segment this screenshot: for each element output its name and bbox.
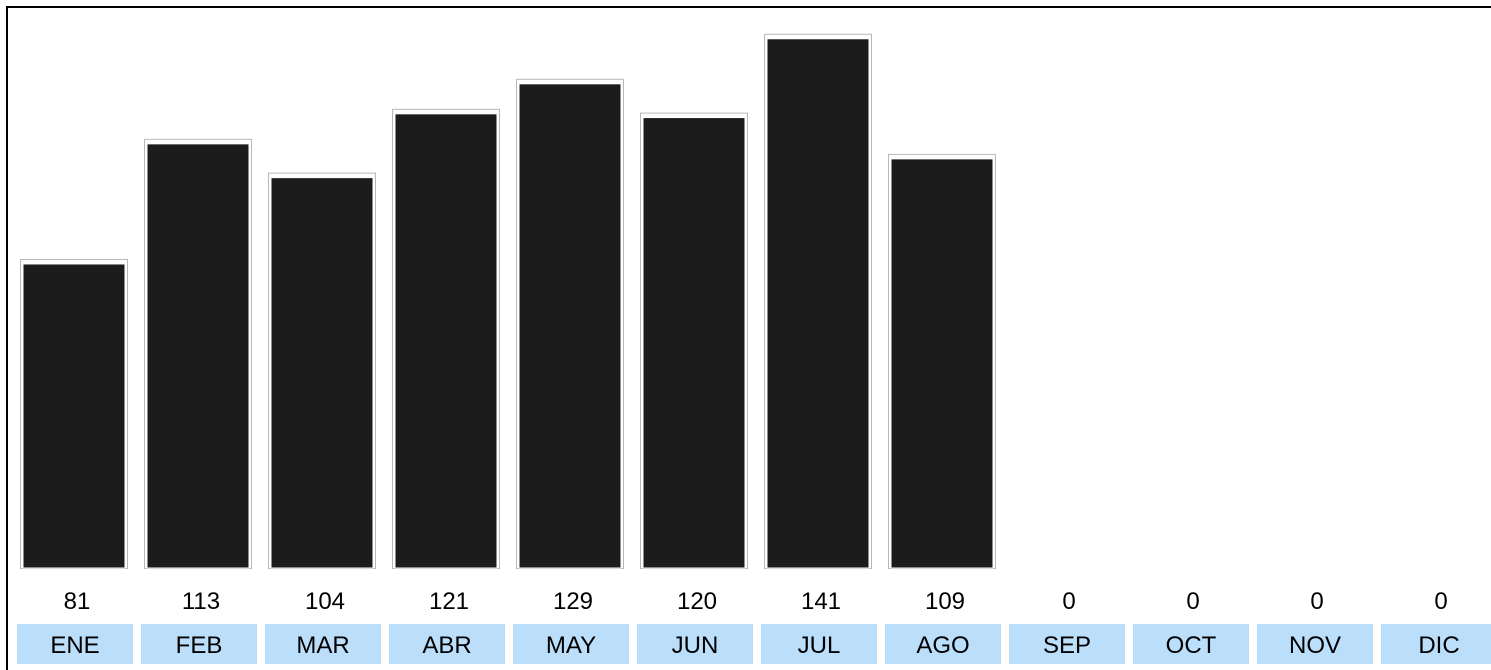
month-label-sep: SEP xyxy=(1043,632,1091,659)
value-label-jun: 120 xyxy=(677,588,717,615)
month-cell-dic xyxy=(1381,624,1491,664)
month-cell-mar xyxy=(265,624,381,664)
value-label-feb: 113 xyxy=(182,588,220,615)
value-label-abr: 121 xyxy=(429,588,469,615)
bar-mar[interactable] xyxy=(270,177,374,569)
month-cell-abr xyxy=(389,624,505,664)
month-cell-sep xyxy=(1009,624,1125,664)
value-label-nov: 0 xyxy=(1310,588,1323,615)
month-label-nov: NOV xyxy=(1289,632,1341,659)
month-cell-oct xyxy=(1133,624,1249,664)
bar-outline-mar xyxy=(268,172,376,569)
bar-abr[interactable] xyxy=(394,113,498,569)
month-label-jun: JUN xyxy=(672,632,719,659)
value-label-jul: 141 xyxy=(801,588,841,615)
month-label-feb: FEB xyxy=(176,632,223,659)
month-cells-group: ENE FEB MAR ABR MAY JUN JUL AGO SEP OCT NOV DIC xyxy=(17,624,1491,664)
month-label-jul: JUL xyxy=(798,632,841,659)
bar-may[interactable] xyxy=(518,83,622,569)
value-label-sep: 0 xyxy=(1062,588,1075,615)
value-label-dic: 0 xyxy=(1434,588,1447,615)
bar-feb[interactable] xyxy=(146,143,250,569)
month-label-ago: AGO xyxy=(916,632,969,659)
month-cell-may xyxy=(513,624,629,664)
bars-group xyxy=(20,33,996,570)
month-cell-jun xyxy=(637,624,753,664)
bar-jul[interactable] xyxy=(766,38,870,569)
month-cell-ene xyxy=(17,624,133,664)
month-label-abr: ABR xyxy=(422,632,471,659)
value-label-may: 129 xyxy=(553,588,593,615)
value-label-ago: 109 xyxy=(925,588,965,615)
value-label-ene: 81 xyxy=(64,588,91,615)
month-label-ene: ENE xyxy=(50,632,99,659)
month-label-may: MAY xyxy=(546,632,596,659)
bar-outline-jul xyxy=(764,33,872,569)
bar-ago[interactable] xyxy=(890,158,994,569)
month-cell-jul xyxy=(761,624,877,664)
month-cell-feb xyxy=(141,624,257,664)
value-labels-group: 81 113 104 121 129 120 141 109 0 0 0 0 xyxy=(64,588,1448,615)
month-label-mar: MAR xyxy=(296,632,349,659)
month-label-oct: OCT xyxy=(1166,632,1217,659)
month-cell-nov xyxy=(1257,624,1373,664)
bar-ene[interactable] xyxy=(22,263,126,569)
value-label-oct: 0 xyxy=(1186,588,1199,615)
value-label-mar: 104 xyxy=(305,588,345,615)
chart-frame xyxy=(6,6,1491,670)
month-label-dic: DIC xyxy=(1418,632,1459,659)
month-cell-ago xyxy=(885,624,1001,664)
bar-jun[interactable] xyxy=(642,117,746,569)
